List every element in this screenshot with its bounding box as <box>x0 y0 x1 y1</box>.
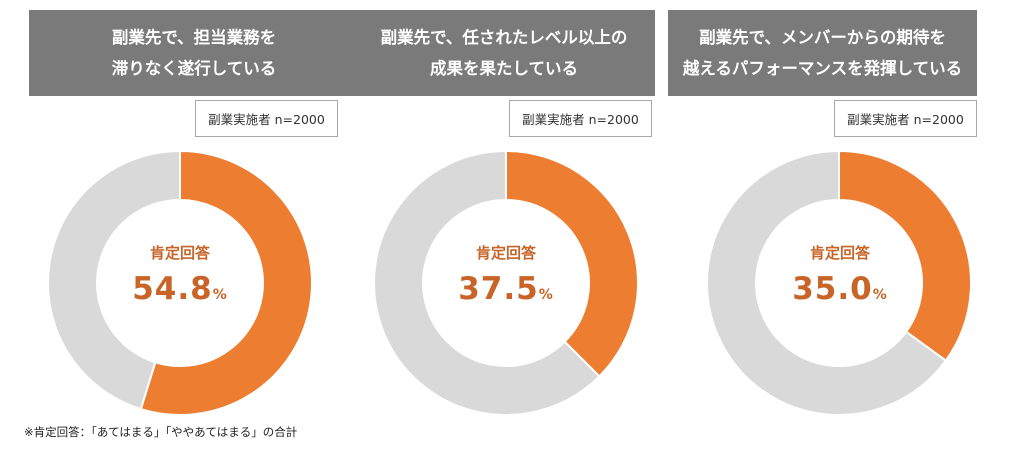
panel-2-center: 肯定回答 37.5% <box>421 242 591 307</box>
panel-2-slice-positive <box>505 149 639 378</box>
panel-3-title-line1: 副業先で、メンバーからの期待を <box>699 28 946 47</box>
chart-panel-2: 副業先で、任されたレベル以上の 成果を果たしている 副業実施者 n=2000 肯… <box>353 0 655 450</box>
panel-1-center: 肯定回答 54.8% <box>95 242 265 307</box>
panel-3-slice-remainder <box>706 149 948 416</box>
panel-1-title-line2: 滞りなく遂行している <box>111 59 277 78</box>
panel-2-value-label: 37.5% <box>458 271 554 307</box>
panel-2-title-line1: 副業先で、任されたレベル以上の <box>380 28 628 47</box>
panel-2-donut-chart <box>373 149 639 416</box>
panel-2-sample-size: 副業実施者 n=2000 <box>509 100 652 137</box>
panel-1-slice-remainder <box>47 149 181 411</box>
panel-1-sample-size: 副業実施者 n=2000 <box>195 100 338 137</box>
panel-3-center: 肯定回答 35.0% <box>755 242 925 307</box>
panel-1-title-line1: 副業先で、担当業務を <box>111 28 277 47</box>
footnote: ※肯定回答：「あてはまる」「ややあてはまる」の合計 <box>24 425 298 439</box>
panel-2-slice-remainder <box>373 149 601 416</box>
panel-2-title: 副業先で、任されたレベル以上の 成果を果たしている <box>353 10 655 96</box>
panel-3-title-line2: 越えるパフォーマンスを発揮している <box>682 59 963 78</box>
panel-3-title: 副業先で、メンバーからの期待を 越えるパフォーマンスを発揮している <box>668 10 977 96</box>
panel-1-center-label: 肯定回答 <box>149 244 210 262</box>
panel-2-center-label: 肯定回答 <box>475 244 536 262</box>
panel-2-title-line2: 成果を果たしている <box>429 59 578 78</box>
panel-1-value-label: 54.8% <box>132 271 228 307</box>
panel-1-title: 副業先で、担当業務を 滞りなく遂行している <box>29 10 359 96</box>
panel-3-slice-positive <box>838 149 972 362</box>
panel-3-donut-chart <box>706 149 972 416</box>
panel-1-slice-positive <box>139 149 313 416</box>
chart-panel-1: 副業先で、担当業務を 滞りなく遂行している 副業実施者 n=2000 肯定回答 … <box>29 0 359 450</box>
panel-1-donut-chart <box>47 149 313 416</box>
chart-panel-3: 副業先で、メンバーからの期待を 越えるパフォーマンスを発揮している 副業実施者 … <box>668 0 977 450</box>
panel-3-value-label: 35.0% <box>792 271 888 307</box>
panel-3-center-label: 肯定回答 <box>809 244 870 262</box>
panel-3-sample-size: 副業実施者 n=2000 <box>834 100 977 137</box>
